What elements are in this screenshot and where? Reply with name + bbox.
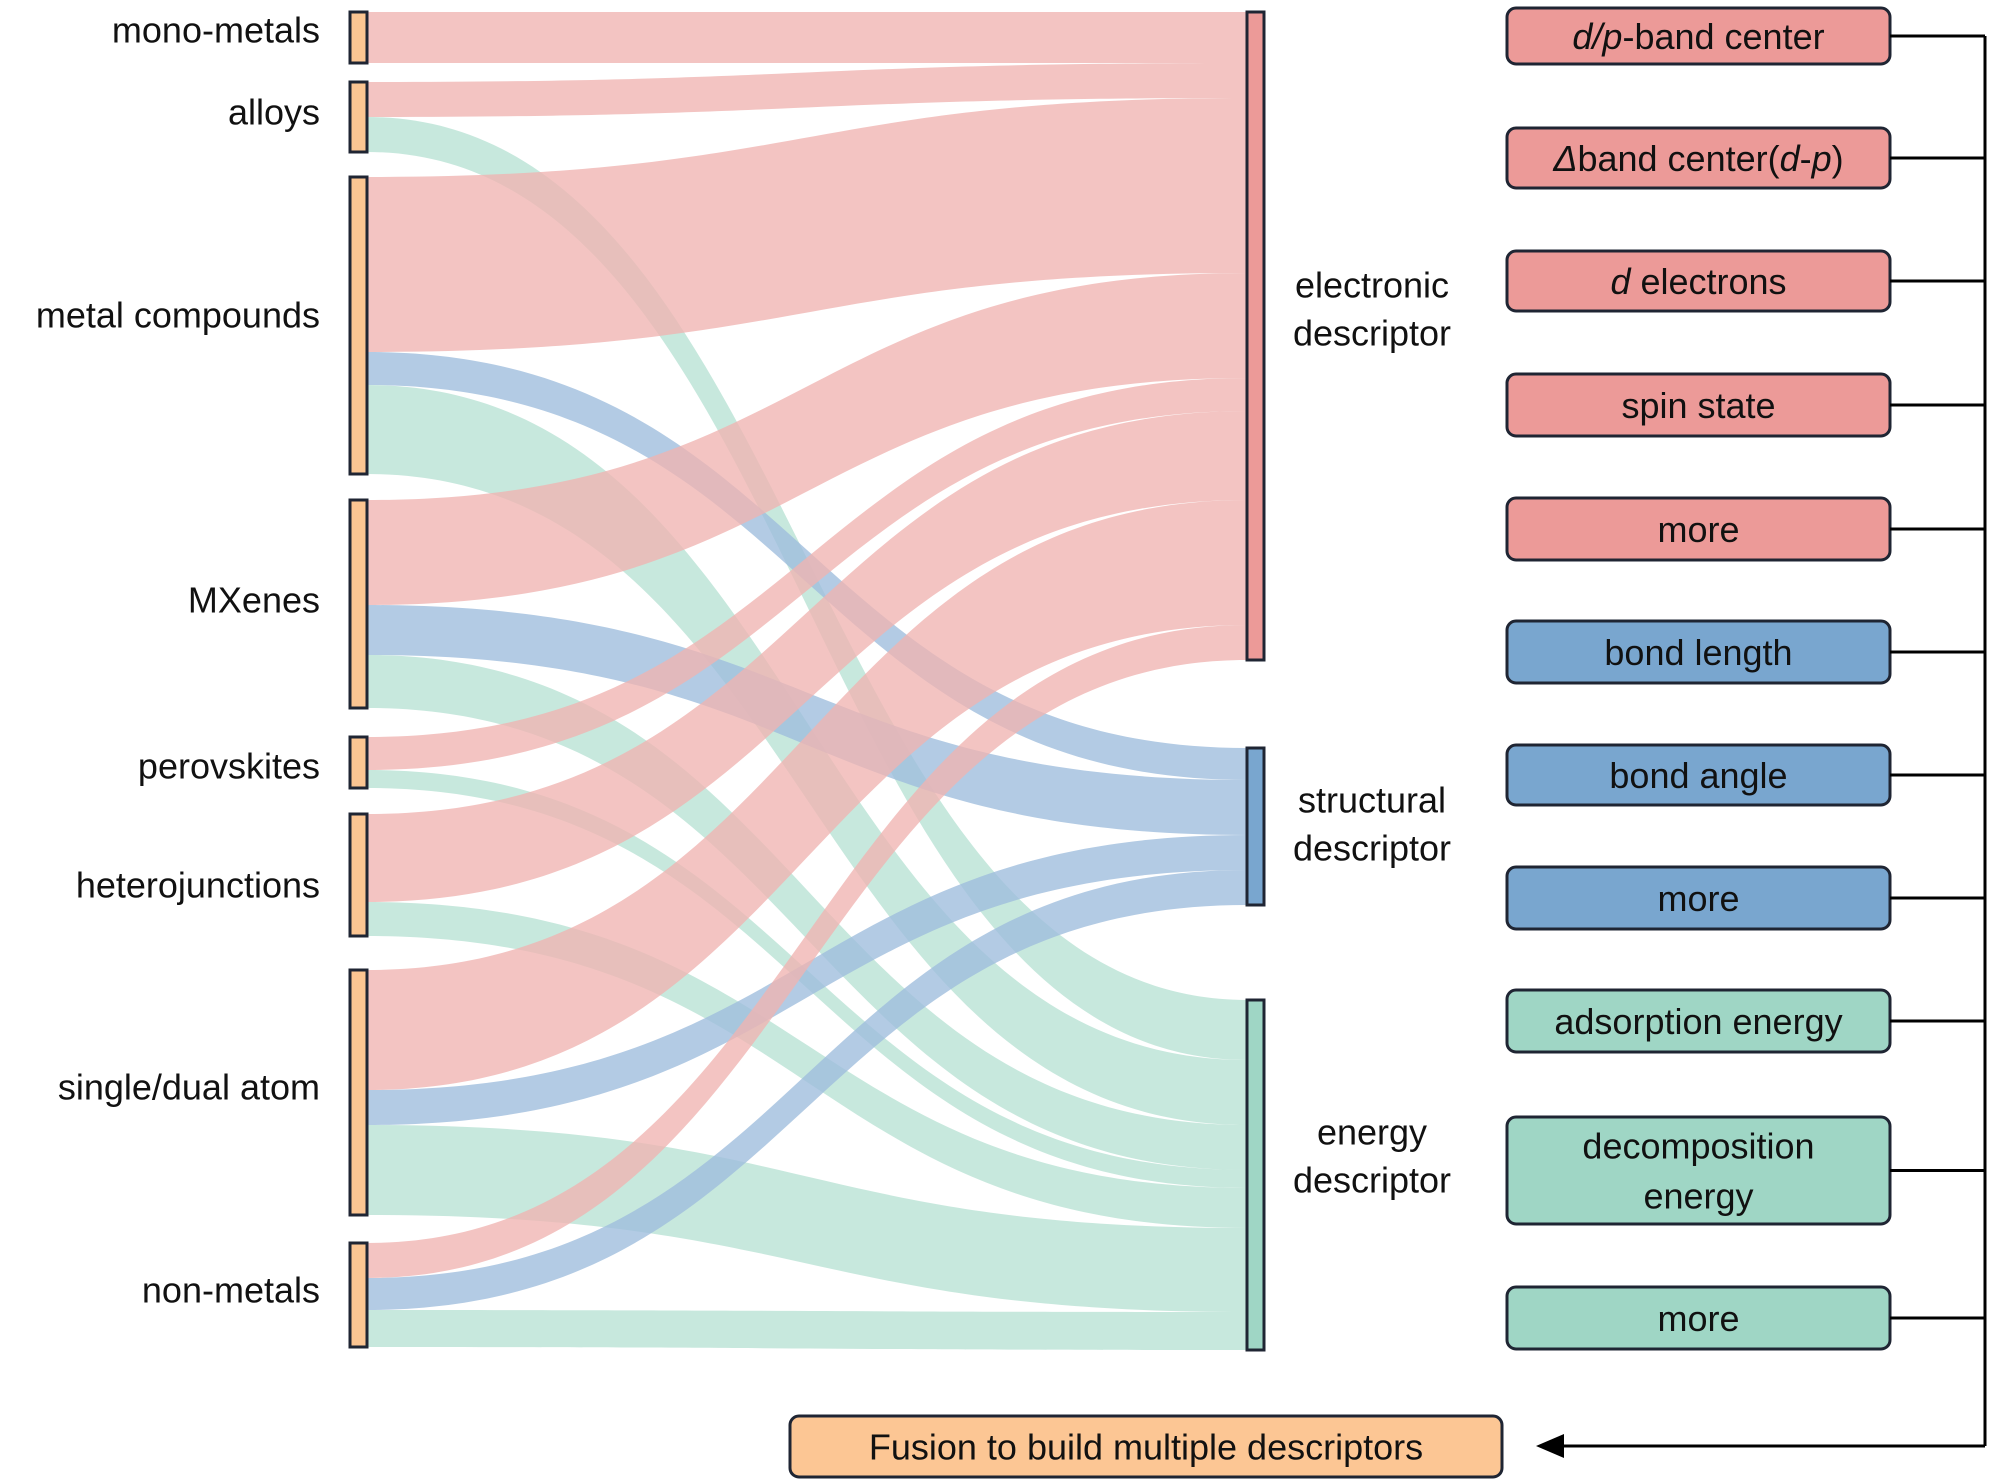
flow-mxenes-to-energy xyxy=(367,655,1247,1170)
flow-heterojunctions-to-energy xyxy=(367,902,1247,1228)
descriptor-label-segment: p xyxy=(1811,138,1832,179)
descriptor-label-spin-state: spin state xyxy=(1621,385,1775,426)
descriptor-label-segment: -band center xyxy=(1622,16,1824,57)
group-node-electronic xyxy=(1245,10,1266,662)
flow-perovskites-to-electronic xyxy=(367,378,1247,770)
descriptor-label-segment: bond length xyxy=(1604,632,1792,673)
flow-non-metals-to-electronic xyxy=(367,625,1247,1278)
descriptor-label-more-structural: more xyxy=(1657,878,1739,919)
group-node-energy xyxy=(1245,998,1266,1352)
flow-non-metals-to-structural xyxy=(367,870,1247,1310)
material-label-non-metals: non-metals xyxy=(142,1270,320,1311)
descriptor-label-d-electrons: d electrons xyxy=(1610,261,1786,302)
material-node-single-dual-atom xyxy=(348,968,369,1217)
group-label-energy-line-2: descriptor xyxy=(1293,1160,1451,1201)
descriptor-label-decomposition-energy-line-1: decomposition xyxy=(1582,1125,1814,1166)
descriptor-label-bond-angle: bond angle xyxy=(1609,755,1787,796)
descriptor-label-segment: - xyxy=(1800,138,1812,179)
descriptor-label-segment: ) xyxy=(1832,138,1844,179)
material-label-alloys: alloys xyxy=(228,92,320,133)
material-node-metal-compounds xyxy=(348,175,369,476)
descriptor-label-segment: energy xyxy=(1643,1175,1753,1216)
material-node-heterojunctions xyxy=(348,812,369,938)
flow-heterojunctions-to-electronic xyxy=(367,411,1247,902)
descriptor-label-segment: spin state xyxy=(1621,385,1775,426)
descriptor-label-segment: bond angle xyxy=(1609,755,1787,796)
material-node-non-metals xyxy=(348,1241,369,1349)
descriptor-label-segment: adsorption energy xyxy=(1554,1001,1842,1042)
flow-single-dual-atom-to-structural xyxy=(367,835,1247,1125)
descriptor-label-dp-band-center: d/p-band center xyxy=(1572,16,1824,57)
material-label-mono-metals: mono-metals xyxy=(112,10,320,51)
flow-non-metals-to-energy xyxy=(367,1310,1247,1350)
descriptor-group-labels: electronic descriptor structural descriptor… xyxy=(1293,265,1451,1201)
descriptor-label-more-energy: more xyxy=(1657,1298,1739,1339)
material-node-mono-metals xyxy=(348,10,369,65)
descriptor-label-segment: d xyxy=(1610,261,1631,302)
group-label-structural-line-2: descriptor xyxy=(1293,828,1451,869)
material-node-perovskites xyxy=(348,735,369,790)
descriptor-label-segment: more xyxy=(1657,1298,1739,1339)
group-label-electronic-line-1: electronic xyxy=(1295,265,1449,306)
material-labels: mono-metals alloys metal compounds MXenes pe… xyxy=(36,10,320,1311)
material-node-mxenes xyxy=(348,498,369,710)
material-label-heterojunctions: heterojunctions xyxy=(76,865,320,906)
descriptor-label-segment: more xyxy=(1657,878,1739,919)
descriptor-label-segment: band center( xyxy=(1577,138,1779,179)
fusion-connector xyxy=(1536,34,1987,1458)
flow-links xyxy=(367,12,1247,1350)
group-label-electronic-line-2: descriptor xyxy=(1293,313,1451,354)
flow-single-dual-atom-to-energy xyxy=(367,1125,1247,1312)
descriptor-group-nodes xyxy=(1245,10,1266,1352)
descriptor-label-segment: d xyxy=(1780,138,1801,179)
fusion-label: Fusion to build multiple descriptors xyxy=(869,1427,1423,1468)
arrow-head-icon xyxy=(1536,1434,1564,1458)
fusion-box: Fusion to build multiple descriptors xyxy=(788,1414,1504,1479)
material-label-metal-compounds: metal compounds xyxy=(36,295,320,336)
flow-metal-compounds-to-electronic xyxy=(367,98,1247,352)
material-nodes xyxy=(348,10,369,1349)
group-label-energy-line-1: energy xyxy=(1317,1112,1427,1153)
descriptor-label-adsorption-energy: adsorption energy xyxy=(1554,1001,1842,1042)
material-node-alloys xyxy=(348,80,369,154)
descriptor-label-delta-band-center: Δband center(d-p) xyxy=(1552,138,1843,179)
material-label-single-dual-atom: single/dual atom xyxy=(58,1067,320,1108)
descriptor-label-segment: more xyxy=(1657,509,1739,550)
fusion-box-background xyxy=(788,1414,1504,1479)
material-label-perovskites: perovskites xyxy=(138,746,320,787)
flow-mxenes-to-structural xyxy=(367,605,1247,835)
flow-alloys-to-electronic xyxy=(367,63,1247,117)
flow-single-dual-atom-to-electronic xyxy=(367,500,1247,1090)
flow-mono-metals-to-electronic xyxy=(367,12,1247,63)
descriptor-label-segment: d/p xyxy=(1572,16,1622,57)
descriptor-label-segment: decomposition xyxy=(1582,1125,1814,1166)
group-node-structural xyxy=(1245,746,1266,907)
group-label-structural-line-1: structural xyxy=(1298,780,1446,821)
material-label-mxenes: MXenes xyxy=(188,580,320,621)
descriptor-label-segment: Δ xyxy=(1552,138,1577,179)
flow-mxenes-to-electronic xyxy=(367,273,1247,605)
descriptor-label-bond-length: bond length xyxy=(1604,632,1792,673)
descriptor-label-segment: electrons xyxy=(1630,261,1786,302)
descriptor-label-more-electronic: more xyxy=(1657,509,1739,550)
descriptor-label-decomposition-energy-line-2: energy xyxy=(1643,1175,1753,1216)
